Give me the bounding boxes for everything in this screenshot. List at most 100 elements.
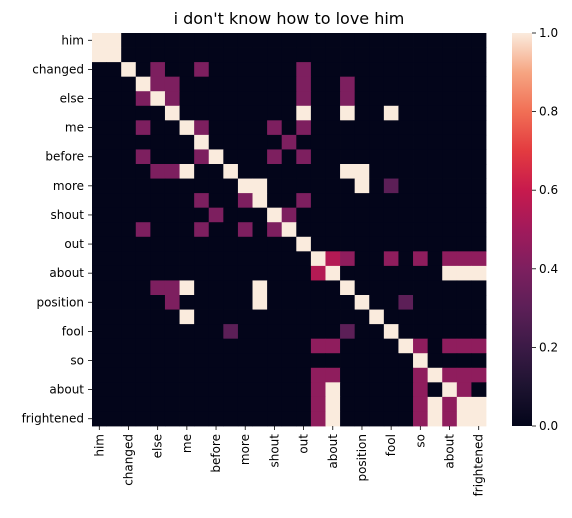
heatmap-cell <box>427 120 443 136</box>
heatmap-cell <box>194 396 210 412</box>
heatmap-cell <box>281 338 297 354</box>
heatmap-cell <box>427 353 443 369</box>
heatmap-cell <box>92 91 107 107</box>
heatmap-cell <box>267 309 283 325</box>
heatmap-cell <box>92 149 107 165</box>
heatmap-cell <box>442 47 458 63</box>
heatmap-cell <box>150 382 166 398</box>
heatmap-cell <box>369 149 385 165</box>
heatmap-cell <box>267 207 283 223</box>
heatmap-cell <box>325 382 341 398</box>
heatmap-cell <box>281 367 297 383</box>
heatmap-cell <box>150 309 166 325</box>
heatmap-cell <box>296 396 312 412</box>
heatmap-cell <box>369 265 385 281</box>
heatmap-cell <box>354 149 370 165</box>
heatmap-cell <box>442 105 458 121</box>
heatmap-cell <box>208 134 224 150</box>
heatmap-cell <box>150 222 166 238</box>
heatmap-cell <box>150 178 166 194</box>
heatmap-cell <box>325 164 341 179</box>
y-tick-label: position <box>36 295 84 309</box>
heatmap-cell <box>237 367 253 383</box>
heatmap-cell <box>281 193 297 209</box>
heatmap-cell <box>252 309 268 325</box>
heatmap-cell <box>398 149 414 165</box>
heatmap-cell <box>325 134 341 150</box>
heatmap-cell <box>310 382 326 398</box>
heatmap-cell <box>369 295 385 310</box>
heatmap-cell <box>135 134 151 150</box>
heatmap-cell <box>252 207 268 223</box>
heatmap-cell <box>354 76 370 92</box>
heatmap-cell <box>383 91 399 107</box>
heatmap-cell <box>369 120 385 136</box>
heatmap-cell <box>354 193 370 209</box>
heatmap-cell <box>267 62 283 78</box>
heatmap-cell <box>383 120 399 136</box>
heatmap-cell <box>223 396 239 412</box>
heatmap-cell <box>237 265 253 281</box>
heatmap-cell <box>164 353 180 369</box>
heatmap-cell <box>442 33 458 48</box>
x-tick-label: shout <box>267 434 281 468</box>
heatmap-cell <box>471 382 487 398</box>
heatmap-cell <box>106 105 122 121</box>
heatmap-cell <box>121 309 137 325</box>
heatmap-cell <box>106 367 122 383</box>
heatmap-cell <box>267 411 283 427</box>
heatmap-cell <box>252 236 268 252</box>
heatmap-cell <box>340 367 356 383</box>
heatmap-cell <box>267 76 283 92</box>
heatmap-cell <box>296 47 312 63</box>
heatmap-cell <box>135 91 151 107</box>
heatmap-cell <box>398 91 414 107</box>
heatmap-cell <box>296 105 312 121</box>
heatmap-cell <box>310 120 326 136</box>
heatmap-cell <box>398 295 414 310</box>
heatmap-cell <box>252 353 268 369</box>
heatmap-cell <box>223 62 239 78</box>
heatmap-cell <box>471 149 487 165</box>
heatmap-cell <box>456 396 472 412</box>
heatmap-cell <box>398 338 414 354</box>
heatmap-cell <box>340 265 356 281</box>
heatmap-cell <box>121 134 137 150</box>
heatmap-cell <box>413 382 429 398</box>
heatmap-cell <box>427 134 443 150</box>
heatmap-cell <box>106 164 122 179</box>
heatmap-cell <box>310 309 326 325</box>
heatmap-cell <box>164 411 180 427</box>
heatmap-cell <box>471 324 487 340</box>
heatmap-cell <box>442 222 458 238</box>
heatmap-cell <box>383 164 399 179</box>
heatmap-cell <box>310 105 326 121</box>
heatmap-cell <box>252 47 268 63</box>
heatmap-cell <box>310 47 326 63</box>
heatmap-cell <box>281 411 297 427</box>
heatmap-cell <box>413 178 429 194</box>
heatmap-cell <box>237 411 253 427</box>
heatmap-cell <box>223 222 239 238</box>
heatmap-cell <box>340 207 356 223</box>
heatmap-cell <box>340 222 356 238</box>
heatmap-cell <box>150 62 166 78</box>
heatmap-cell <box>150 324 166 340</box>
heatmap-cell <box>135 62 151 78</box>
heatmap-cell <box>398 353 414 369</box>
heatmap-cell <box>413 353 429 369</box>
heatmap-cell <box>252 222 268 238</box>
heatmap-cell <box>121 251 137 267</box>
heatmap-cell <box>252 164 268 179</box>
heatmap-cell <box>150 91 166 107</box>
heatmap-cell <box>296 164 312 179</box>
heatmap-cell <box>150 105 166 121</box>
heatmap-cell <box>413 76 429 92</box>
heatmap-cell <box>121 338 137 354</box>
heatmap-cell <box>442 353 458 369</box>
heatmap-cell <box>194 62 210 78</box>
heatmap-cell <box>354 324 370 340</box>
heatmap-cell <box>325 120 341 136</box>
colorbar <box>512 33 532 426</box>
heatmap-cell <box>150 295 166 310</box>
